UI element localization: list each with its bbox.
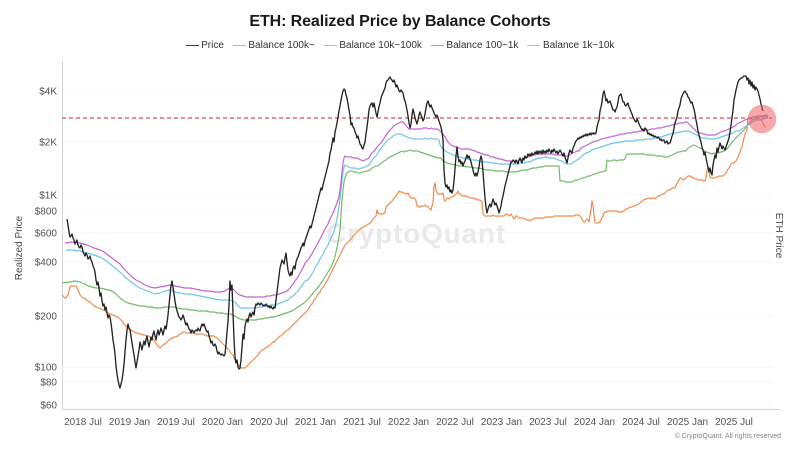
svg-text:$400: $400 bbox=[35, 258, 58, 269]
svg-text:$800: $800 bbox=[35, 207, 58, 218]
svg-text:© CryptoQuant. All rights rese: © CryptoQuant. All rights reserved bbox=[675, 432, 781, 440]
svg-text:2023 Jul: 2023 Jul bbox=[529, 417, 567, 428]
svg-text:ETH Price: ETH Price bbox=[773, 213, 784, 259]
svg-text:2021 Jul: 2021 Jul bbox=[343, 417, 381, 428]
svg-text:2025 Jul: 2025 Jul bbox=[715, 417, 753, 428]
svg-text:$600: $600 bbox=[35, 229, 58, 240]
svg-text:2020 Jan: 2020 Jan bbox=[202, 417, 243, 428]
svg-text:2022 Jul: 2022 Jul bbox=[436, 417, 474, 428]
svg-text:2019 Jul: 2019 Jul bbox=[157, 417, 195, 428]
svg-text:2021 Jan: 2021 Jan bbox=[295, 417, 336, 428]
svg-text:$60: $60 bbox=[40, 401, 57, 412]
svg-text:2025 Jan: 2025 Jan bbox=[667, 417, 708, 428]
svg-text:2019 Jan: 2019 Jan bbox=[109, 417, 150, 428]
svg-text:$200: $200 bbox=[35, 312, 58, 323]
svg-text:CryptoQuant: CryptoQuant bbox=[326, 218, 506, 249]
svg-text:$1K: $1K bbox=[39, 191, 57, 202]
svg-text:2022 Jan: 2022 Jan bbox=[388, 417, 429, 428]
svg-text:$4K: $4K bbox=[39, 87, 57, 98]
svg-text:2024 Jan: 2024 Jan bbox=[574, 417, 615, 428]
svg-text:2024 Jul: 2024 Jul bbox=[622, 417, 660, 428]
svg-text:2020 Jul: 2020 Jul bbox=[250, 417, 288, 428]
svg-text:$100: $100 bbox=[35, 363, 58, 374]
svg-text:Realized Price: Realized Price bbox=[14, 215, 25, 280]
svg-text:$80: $80 bbox=[40, 378, 57, 389]
svg-text:ETH: Realized Price by Balance: ETH: Realized Price by Balance Cohorts bbox=[249, 13, 550, 30]
svg-text:$2K: $2K bbox=[39, 138, 57, 149]
svg-text:2018 Jul: 2018 Jul bbox=[64, 417, 102, 428]
svg-text:2023 Jan: 2023 Jan bbox=[481, 417, 522, 428]
